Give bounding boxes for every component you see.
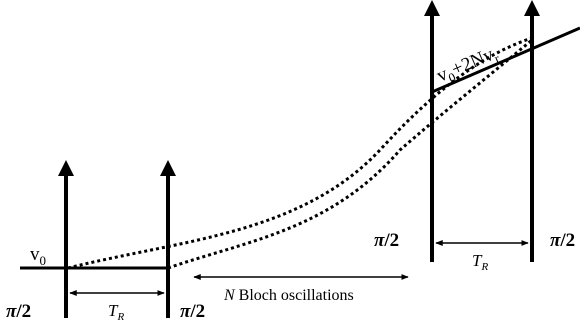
pi-half-label-3: π/2 <box>374 230 399 251</box>
pi-half-label-1: π/2 <box>6 301 31 322</box>
tr-label-right: TR <box>472 251 488 273</box>
pi-half-label-2: π/2 <box>180 301 205 322</box>
bloch-label: N Bloch oscillations <box>223 287 354 304</box>
trajectory-lower <box>167 38 533 270</box>
v0-label: v0 <box>30 244 46 268</box>
pi-half-label-4: π/2 <box>550 230 575 251</box>
tr-label-left: TR <box>108 301 124 323</box>
trajectory-upper <box>67 36 533 270</box>
